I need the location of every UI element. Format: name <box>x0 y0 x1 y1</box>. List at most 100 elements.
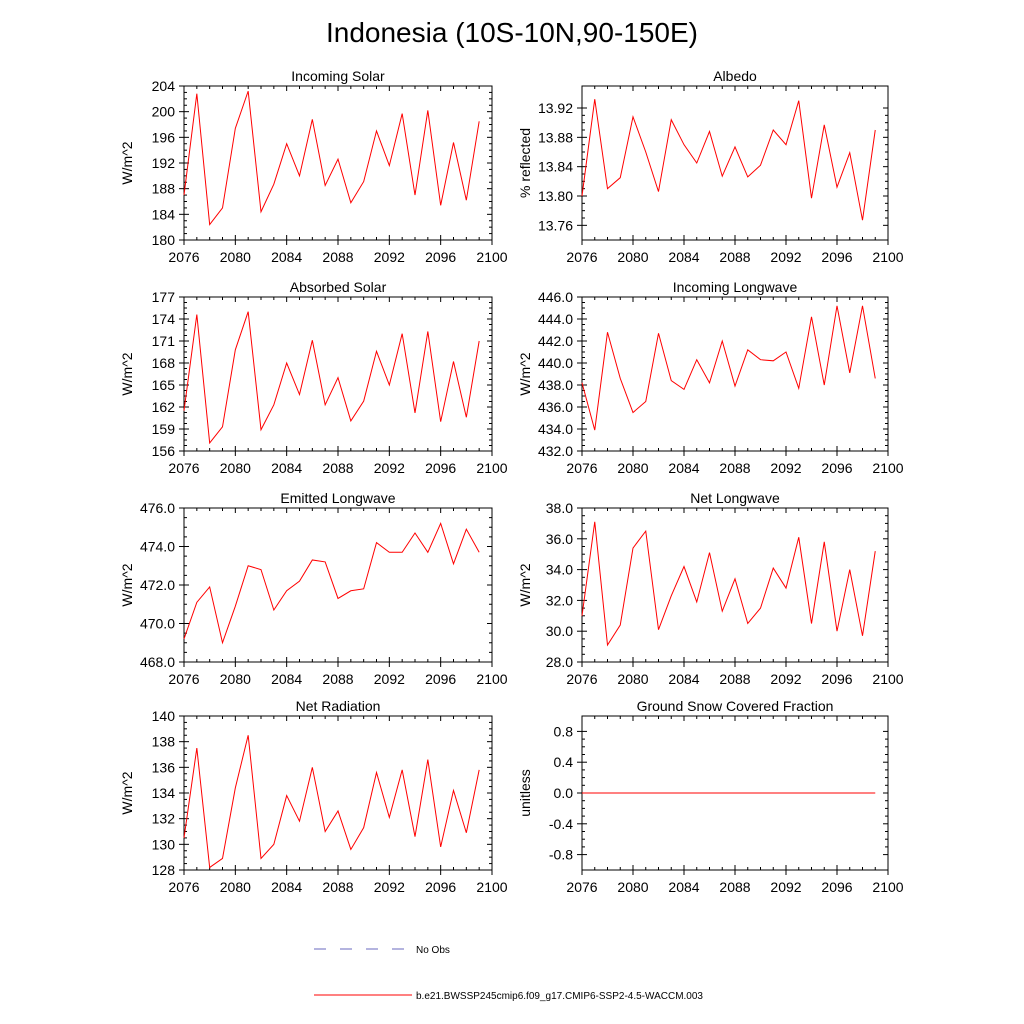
x-tick-label: 2100 <box>872 879 903 895</box>
x-tick-label: 2076 <box>168 460 199 476</box>
x-tick-label: 2096 <box>821 249 852 265</box>
y-tick-label: 156 <box>152 443 176 459</box>
series-line <box>581 305 876 431</box>
x-tick-label: 2088 <box>719 879 750 895</box>
y-axis-label: W/m^2 <box>119 563 135 606</box>
x-tick-label: 2092 <box>374 460 405 476</box>
y-tick-label: -0.8 <box>549 847 573 863</box>
panel-title: Net Longwave <box>690 490 780 506</box>
y-tick-label: 446.0 <box>538 289 573 305</box>
y-tick-label: 162 <box>152 399 176 415</box>
x-tick-label: 2100 <box>476 671 507 687</box>
y-tick-label: 168 <box>152 355 176 371</box>
x-tick-label: 2080 <box>220 460 251 476</box>
y-tick-label: 192 <box>152 155 176 171</box>
series-line <box>183 521 480 645</box>
y-tick-label: 432.0 <box>538 443 573 459</box>
x-tick-label: 2092 <box>374 879 405 895</box>
y-tick-label: 474.0 <box>140 539 175 555</box>
y-tick-label: 436.0 <box>538 399 573 415</box>
x-tick-label: 2084 <box>271 879 302 895</box>
y-tick-label: 438.0 <box>538 377 573 393</box>
y-tick-label: 470.0 <box>140 616 175 632</box>
x-tick-label: 2076 <box>566 671 597 687</box>
x-tick-label: 2084 <box>668 671 699 687</box>
y-tick-label: 36.0 <box>546 531 573 547</box>
series-line <box>581 521 876 647</box>
x-tick-label: 2096 <box>425 460 456 476</box>
y-axis-label: % reflected <box>517 128 533 198</box>
y-tick-label: 440.0 <box>538 355 573 371</box>
y-tick-label: 140 <box>152 708 176 724</box>
x-tick-label: 2088 <box>322 671 353 687</box>
x-tick-label: 2096 <box>821 460 852 476</box>
x-tick-label: 2084 <box>271 671 302 687</box>
x-tick-label: 2100 <box>872 671 903 687</box>
plot-frame <box>183 296 493 452</box>
x-tick-label: 2096 <box>425 671 456 687</box>
panel-incoming-solar: Incoming Solar W/m^2 2076 2080 2084 2088 2092 2… <box>119 68 508 265</box>
x-tick-label: 2100 <box>476 460 507 476</box>
y-tick-label: 132 <box>152 811 176 827</box>
x-tick-label: 2088 <box>719 460 750 476</box>
plot-frame <box>581 296 889 452</box>
y-tick-label: 13.88 <box>538 129 573 145</box>
x-tick-label: 2084 <box>668 460 699 476</box>
y-tick-label: 30.0 <box>546 623 573 639</box>
x-tick-label: 2080 <box>617 879 648 895</box>
series-line <box>581 99 876 221</box>
y-tick-label: 434.0 <box>538 421 573 437</box>
y-tick-label: 32.0 <box>546 592 573 608</box>
x-tick-label: 2080 <box>220 671 251 687</box>
plot-frame <box>183 715 493 871</box>
y-tick-label: 200 <box>152 104 176 120</box>
panel-net-longwave: Net Longwave W/m^2 2076 2080 2084 2088 2092 209… <box>517 490 904 687</box>
panel-ground-snow: Ground Snow Covered Fraction unitless 2076… <box>517 698 904 895</box>
y-tick-label: 159 <box>152 421 176 437</box>
y-tick-label: 476.0 <box>140 500 175 516</box>
legend-obs-label: No Obs <box>416 945 450 956</box>
y-axis-label: W/m^2 <box>517 563 533 606</box>
x-tick-label: 2076 <box>168 671 199 687</box>
series-line <box>183 311 480 445</box>
x-tick-label: 2076 <box>566 249 597 265</box>
y-tick-label: 13.92 <box>538 100 573 116</box>
y-tick-label: 128 <box>152 862 176 878</box>
y-tick-label: 184 <box>152 206 176 222</box>
y-tick-label: 38.0 <box>546 500 573 516</box>
panel-title: Albedo <box>713 68 757 84</box>
y-tick-label: 0.4 <box>554 754 574 770</box>
x-tick-label: 2100 <box>872 249 903 265</box>
y-tick-label: 204 <box>152 78 176 94</box>
plot-frame <box>581 85 889 241</box>
panels: Incoming Solar W/m^2 2076 2080 2084 2088 2092 2… <box>119 68 904 895</box>
y-tick-label: 174 <box>152 311 176 327</box>
y-tick-label: 130 <box>152 836 176 852</box>
x-tick-label: 2092 <box>770 879 801 895</box>
x-tick-label: 2096 <box>425 249 456 265</box>
y-tick-label: 165 <box>152 377 176 393</box>
y-tick-label: 13.80 <box>538 188 573 204</box>
plot-frame <box>581 507 889 663</box>
y-tick-label: 442.0 <box>538 333 573 349</box>
legend: No Obs b.e21.BWSSP245cmip6.f09_g17.CMIP6… <box>314 945 703 1002</box>
y-tick-label: 13.84 <box>538 159 573 175</box>
x-tick-label: 2088 <box>322 879 353 895</box>
x-tick-label: 2100 <box>872 460 903 476</box>
y-tick-label: 136 <box>152 759 176 775</box>
x-tick-label: 2076 <box>168 249 199 265</box>
x-tick-label: 2076 <box>566 879 597 895</box>
y-tick-label: -0.4 <box>549 816 573 832</box>
x-tick-label: 2088 <box>322 460 353 476</box>
x-tick-label: 2092 <box>374 249 405 265</box>
x-tick-label: 2080 <box>220 249 251 265</box>
y-tick-label: 0.8 <box>554 723 574 739</box>
x-tick-label: 2080 <box>617 460 648 476</box>
y-tick-label: 444.0 <box>538 311 573 327</box>
x-tick-label: 2080 <box>617 671 648 687</box>
panel-title: Absorbed Solar <box>290 279 387 295</box>
x-tick-label: 2100 <box>476 249 507 265</box>
x-tick-label: 2096 <box>425 879 456 895</box>
x-tick-label: 2092 <box>770 671 801 687</box>
